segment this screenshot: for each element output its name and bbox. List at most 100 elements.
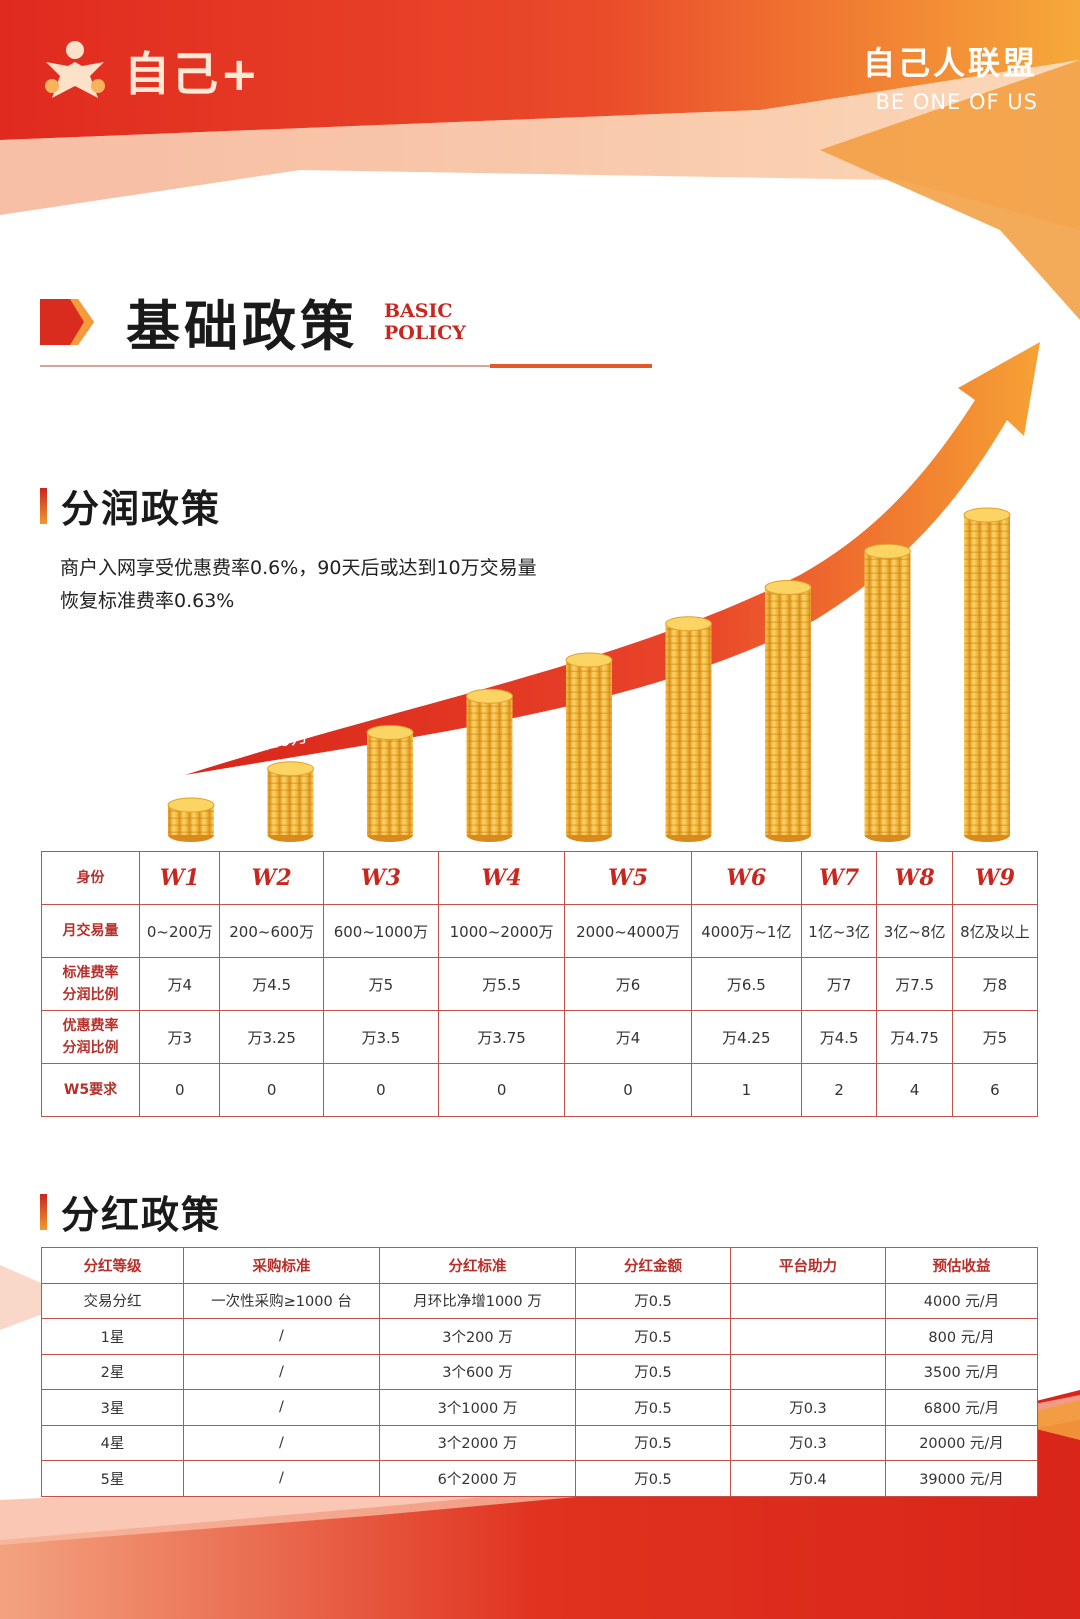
table-cell: 4星 [41,1424,184,1461]
main-heading: 基础政策 BASIC POLICY [40,282,466,361]
coin-stack-w6 [665,616,712,842]
coin-stacks [167,507,1011,842]
main-title-en: BASIC POLICY [384,300,466,344]
table-cell: 20000 元/月 [885,1424,1038,1461]
table-cell: 0 [219,1063,324,1117]
table-cell: 万7.5 [876,957,953,1011]
table-cell: 5星 [41,1460,184,1497]
table-cell: / [183,1460,380,1497]
table-cell [730,1282,886,1319]
table-cell: 万4 [138,957,221,1011]
arrow-marker-icon [40,298,94,345]
level-cell: W3 [322,851,439,905]
profit-desc-line2: 恢复标准费率0.63% [60,590,235,612]
level-cell: W2 [219,851,324,905]
heading-underline [40,364,652,368]
level-cell: W5 [564,851,692,905]
table-cell: 600~1000万 [322,904,439,958]
table-cell: 4000 元/月 [885,1282,1038,1319]
table-cell: 6个2000 万 [379,1460,576,1497]
row-label: 优惠费率 分润比例 [41,1010,140,1064]
table-row: 标准费率 分润比例 万4 万4.5 万5 万5.5 万6 万6.5 万7 万7.… [41,957,1039,1011]
table-cell: 6800 元/月 [885,1389,1038,1426]
table-header-cell: 分红标准 [379,1247,576,1284]
table-cell: 万4.5 [219,957,324,1011]
table-cell: 万3.25 [219,1010,324,1064]
main-title-en-line1: BASIC [384,299,453,322]
table-cell: 万3.5 [322,1010,439,1064]
table-cell: 万4 [564,1010,692,1064]
table-header-cell: 预估收益 [885,1247,1038,1284]
brand-logo: 自己+ [40,36,261,106]
table-cell: 1000~2000万 [437,904,566,958]
row-label-line2: 分润比例 [62,987,119,1003]
table-cell: 0 [437,1063,566,1117]
table-cell: 2星 [41,1353,184,1390]
row-label-line2: 分润比例 [62,1040,119,1056]
table-row: 5星 / 6个2000 万 万0.5 万0.4 39000 元/月 [41,1460,1038,1497]
table-cell: / [183,1353,380,1390]
table-header-cell: 分红金额 [575,1247,731,1284]
main-title-en-line2: POLICY [384,321,466,344]
table-header-cell: 平台助力 [730,1247,886,1284]
alliance-en: BE ONE OF US [875,90,1038,114]
table-cell: 万5 [951,1010,1039,1064]
table-row: 身份 W1 W2 W3 W4 W5 W6 W7 W8 W9 [41,851,1039,905]
table-cell: 3个2000 万 [379,1424,576,1461]
coin-stack-w8 [864,543,911,842]
row-label: W5要求 [41,1063,140,1117]
table-cell: 1 [690,1063,802,1117]
table-cell [730,1353,886,1390]
table-cell: / [183,1424,380,1461]
coin-stack-w5 [565,652,613,842]
coin-stack-w2 [267,761,314,842]
table-cell: / [183,1389,380,1426]
table-cell: 39000 元/月 [885,1460,1038,1497]
growth-arrow [185,342,1040,775]
table-row: 2星 / 3个600 万 万0.5 3500 元/月 [41,1353,1038,1390]
table-cell: 8亿及以上 [951,904,1039,958]
level-cell: W1 [138,851,221,905]
table-cell: 万0.4 [730,1460,886,1497]
table-cell: 4 [876,1063,953,1117]
table-cell: 万8 [951,957,1039,1011]
row-label-line1: 优惠费率 [62,1018,119,1034]
table-cell: 月环比净增1000 万 [379,1282,576,1319]
table-cell: 0 [322,1063,439,1117]
table-cell: 3500 元/月 [885,1353,1038,1390]
table-row: 交易分红 一次性采购≥1000 台 月环比净增1000 万 万0.5 4000 … [41,1282,1038,1319]
table-header-cell: 采购标准 [183,1247,380,1284]
table-cell: 万5 [322,957,439,1011]
table-cell: 3个1000 万 [379,1389,576,1426]
table-cell: 0 [564,1063,692,1117]
profit-table: 身份 W1 W2 W3 W4 W5 W6 W7 W8 W9 月交易量 0~200… [41,851,1039,1117]
coin-stack-w7 [764,580,812,842]
row-label-line1: 标准费率 [62,965,119,981]
section-bar [40,487,47,524]
table-cell: 6 [951,1063,1039,1117]
table-row: 4星 / 3个2000 万 万0.5 万0.3 20000 元/月 [41,1424,1038,1461]
table-row: 优惠费率 分润比例 万3 万3.25 万3.5 万3.75 万4 万4.25 万… [41,1010,1039,1064]
level-cell: W6 [690,851,802,905]
table-cell: 万0.5 [575,1389,731,1426]
table-cell: 万0.3 [730,1424,886,1461]
table-cell: 万6 [564,957,692,1011]
table-cell: 3亿~8亿 [876,904,953,958]
table-cell: 万4.25 [690,1010,802,1064]
table-cell: 万0.5 [575,1353,731,1390]
table-header-cell: 身份 [41,851,140,905]
person-star-logo-icon [45,41,105,98]
level-cell: W8 [876,851,953,905]
coin-stack-w9 [963,507,1011,842]
section-bar [40,1193,47,1230]
table-cell: 万0.5 [575,1282,731,1319]
table-cell: 一次性采购≥1000 台 [183,1282,380,1319]
table-cell: 2 [800,1063,878,1117]
table-cell: 万7 [800,957,878,1011]
dividend-table: 分红等级 采购标准 分红标准 分红金额 平台助力 预估收益 交易分红 一次性采购… [41,1247,1038,1497]
table-cell: 800 元/月 [885,1318,1038,1355]
table-cell: 3个200 万 [379,1318,576,1355]
table-cell [730,1318,886,1355]
table-cell: 万3 [138,1010,221,1064]
dividend-section-title: 分红政策 [61,1192,222,1237]
